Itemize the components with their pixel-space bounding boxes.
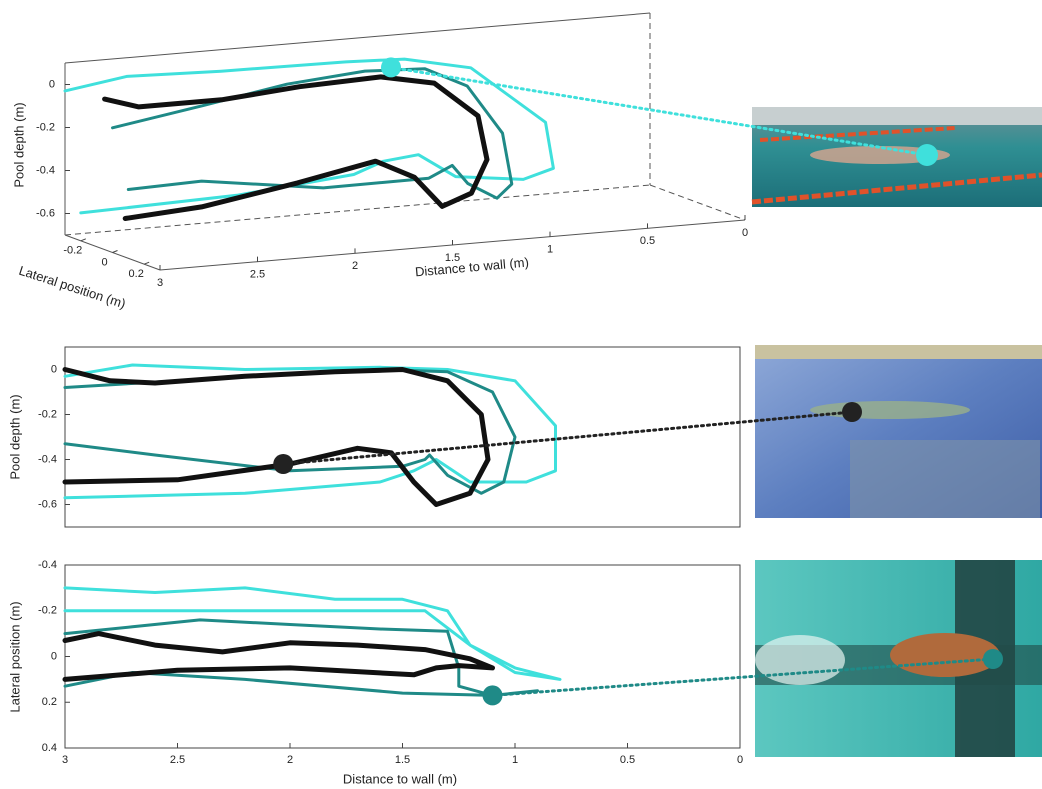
box-edge <box>64 184 651 236</box>
x-axis-label: Distance to wall (m) <box>414 254 529 279</box>
x-tick-label: 0 <box>742 227 748 239</box>
z-tick <box>143 261 150 265</box>
x-tick-label: 1 <box>512 754 518 766</box>
highlight-point <box>482 685 503 706</box>
y-tick-label: 0.4 <box>42 742 57 754</box>
z-tick-label: -0.2 <box>63 245 82 257</box>
z-tick <box>80 238 87 242</box>
z-tick <box>112 250 118 253</box>
y-tick-label: -0.6 <box>36 207 55 219</box>
trajectory <box>63 618 539 697</box>
box-edge <box>649 184 746 221</box>
trajectory <box>63 363 557 500</box>
y-tick-label: 0 <box>51 363 57 375</box>
connector <box>281 410 854 466</box>
x-tick-label: 0.5 <box>620 754 635 766</box>
plot-frame <box>64 346 741 528</box>
x-tick-label: 0.5 <box>640 235 655 247</box>
y-axis-label: Pool depth (m) <box>11 102 26 187</box>
y-tick-label: -0.4 <box>38 559 57 571</box>
y-tick-label: -0.4 <box>38 453 57 465</box>
x-tick-label: 3 <box>157 277 163 289</box>
photo-underwater <box>755 345 1042 518</box>
x-tick-label: 2.5 <box>250 269 265 281</box>
x-axis-label: Distance to wall (m) <box>343 771 457 786</box>
x-tick-label: 2.5 <box>170 754 185 766</box>
trajectory <box>63 57 555 215</box>
photo-surface <box>751 107 1042 207</box>
y-tick-label: -0.2 <box>38 408 57 420</box>
x-tick-label: 3 <box>62 754 68 766</box>
x-tick-label: 1.5 <box>445 252 460 264</box>
highlight-point <box>381 57 401 78</box>
trajectory <box>63 586 562 681</box>
x-tick-label: 1.5 <box>395 754 410 766</box>
z-tick-label: 0 <box>101 256 107 268</box>
x-tick-label: 1 <box>547 244 553 256</box>
x-tick-label: 2 <box>352 260 358 272</box>
trajectory <box>62 631 495 682</box>
z-axis-label: Lateral position (m) <box>17 263 127 312</box>
trajectory <box>102 74 490 221</box>
highlight-point <box>273 454 294 474</box>
y-tick-label: 0 <box>51 650 57 662</box>
connector <box>389 65 929 157</box>
y-axis-label: Pool depth (m) <box>7 394 22 479</box>
y-tick-label: -0.4 <box>36 164 55 176</box>
box-edge <box>64 12 651 64</box>
x-tick-label: 0 <box>737 754 743 766</box>
x-tick-label: 2 <box>287 754 293 766</box>
y-tick-label: -0.2 <box>38 605 57 617</box>
y-tick-label: -0.6 <box>38 498 57 510</box>
trajectory <box>63 368 517 495</box>
y-tick-label: 0.2 <box>42 696 57 708</box>
y-tick-label: 0 <box>49 78 55 90</box>
y-axis-label: Lateral position (m) <box>7 601 22 712</box>
trajectory <box>62 367 491 507</box>
connector <box>491 657 995 697</box>
y-tick-label: -0.2 <box>36 121 55 133</box>
trajectory <box>111 67 514 200</box>
z-tick-label: 0.2 <box>129 268 144 280</box>
